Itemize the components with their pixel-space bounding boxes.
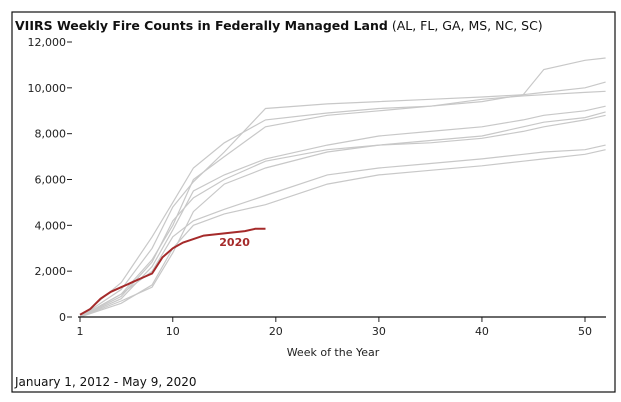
x-tick-label: 1 bbox=[77, 325, 84, 338]
chart-title: VIIRS Weekly Fire Counts in Federally Ma… bbox=[15, 18, 543, 33]
footnote: January 1, 2012 - May 9, 2020 bbox=[14, 375, 197, 389]
x-tick-label: 20 bbox=[269, 325, 283, 338]
chart-frame bbox=[11, 11, 616, 393]
history-series-line bbox=[79, 81, 606, 318]
x-axis-label: Week of the Year bbox=[287, 346, 380, 359]
y-tick-label: 12,000 bbox=[28, 36, 67, 49]
history-series-line bbox=[79, 149, 606, 318]
history-series-line bbox=[79, 144, 606, 318]
y-tick-label: 0 bbox=[59, 311, 66, 324]
y-tick-label: 6,000 bbox=[35, 174, 67, 187]
y-tick-label: 8,000 bbox=[35, 128, 67, 141]
x-tick-label: 30 bbox=[372, 325, 386, 338]
history-series-line bbox=[79, 57, 606, 318]
y-tick-label: 4,000 bbox=[35, 219, 67, 232]
y-tick-label: 2,000 bbox=[35, 265, 67, 278]
history-series-line bbox=[79, 90, 606, 318]
history-series-line bbox=[79, 114, 606, 318]
series-2020-line bbox=[79, 227, 266, 316]
series-2020-label: 2020 bbox=[219, 236, 250, 249]
y-tick-label: 10,000 bbox=[28, 82, 67, 95]
x-tick-label: 40 bbox=[475, 325, 489, 338]
history-series-line bbox=[79, 111, 606, 318]
x-tick-label: 10 bbox=[166, 325, 180, 338]
history-series-line bbox=[79, 105, 606, 318]
x-tick-label: 50 bbox=[578, 325, 592, 338]
